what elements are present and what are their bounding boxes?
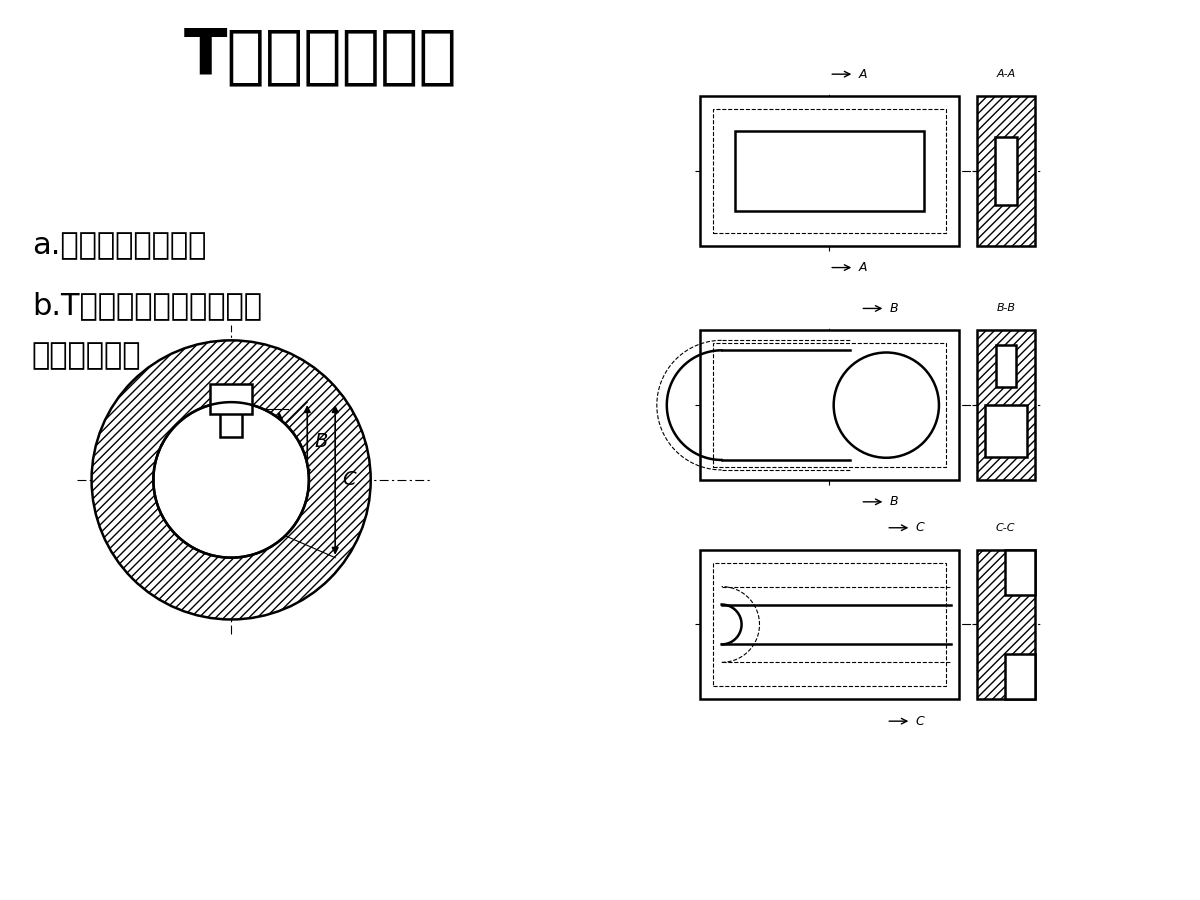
Bar [977, 330, 1034, 480]
Text: A: A [858, 261, 866, 274]
Bar [700, 550, 959, 699]
Bar [977, 96, 1034, 246]
Text: C: C [916, 521, 924, 535]
Bar [700, 330, 959, 480]
Bar [210, 384, 252, 414]
Bar [977, 550, 1034, 699]
Bar [985, 405, 1026, 457]
Bar [220, 397, 242, 437]
Text: C: C [916, 715, 924, 728]
Text: 进入和退出。: 进入和退出。 [31, 341, 142, 370]
Bar [1004, 654, 1034, 699]
Bar [996, 346, 1016, 387]
Circle shape [91, 340, 371, 619]
Bar [713, 562, 946, 687]
Text: C-C: C-C [996, 523, 1015, 533]
Text: A: A [287, 435, 300, 454]
Bar [713, 343, 946, 467]
Text: b.T形槽设计要考虑刀具的: b.T形槽设计要考虑刀具的 [31, 291, 262, 319]
Text: A-A: A-A [996, 69, 1015, 79]
Bar [995, 137, 1016, 204]
Text: B: B [889, 302, 898, 315]
Text: a.便于加工和测量。: a.便于加工和测量。 [31, 231, 206, 260]
Bar [977, 550, 1034, 699]
Bar [1004, 550, 1034, 595]
Bar [734, 131, 924, 211]
Bar [977, 330, 1034, 480]
Text: C: C [342, 471, 355, 490]
Text: T型槽结构改进: T型槽结构改进 [184, 25, 457, 87]
Circle shape [834, 353, 938, 458]
Bar [700, 96, 959, 246]
Circle shape [154, 402, 308, 558]
Bar [977, 96, 1034, 246]
Bar [713, 109, 946, 233]
Text: B: B [314, 431, 328, 451]
Text: B: B [889, 495, 898, 508]
Text: B-B: B-B [996, 303, 1015, 313]
Text: A: A [858, 68, 866, 81]
